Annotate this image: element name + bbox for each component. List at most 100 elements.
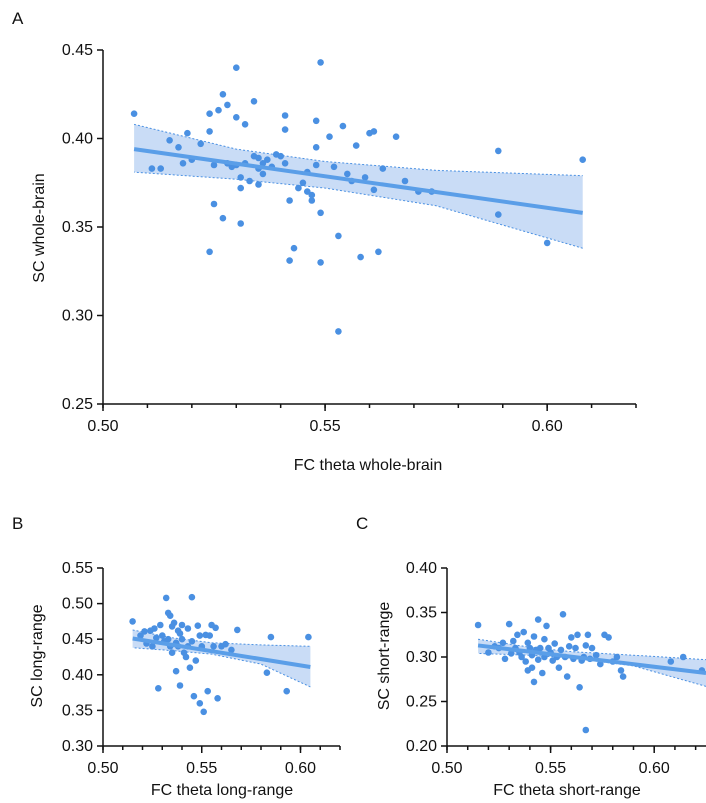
y-axis-label-c: SC short-range (376, 602, 393, 711)
data-point-a (286, 257, 293, 264)
data-point-a (241, 121, 249, 128)
y-tick-label-b: 0.35 (62, 702, 93, 719)
y-tick-label-a: 0.25 (62, 396, 93, 413)
y-tick-label-a: 0.30 (62, 308, 93, 325)
data-point-a (326, 133, 333, 140)
data-point-c (530, 678, 538, 686)
data-point-a (237, 220, 244, 227)
y-tick-label-b: 0.50 (62, 596, 93, 613)
data-point-a (219, 91, 227, 98)
data-point-b (137, 632, 144, 639)
data-point-b (149, 643, 156, 650)
data-point-a (215, 106, 222, 114)
data-point-c (541, 635, 548, 643)
ci-band-a (134, 124, 583, 249)
data-point-c (576, 684, 583, 691)
fit-line-b (132, 636, 311, 669)
y-tick-label-b: 0.45 (62, 631, 93, 648)
data-point-c (559, 611, 567, 618)
plot-area-b: 0.30 0.35 0.40 0.45 0.50 0.55 0.50 0.55 0.60 (62, 560, 341, 777)
ci-lower-b (132, 647, 311, 688)
data-point-b (162, 594, 170, 602)
data-point-c (474, 621, 482, 629)
data-point-a (210, 161, 218, 169)
data-point-a (277, 152, 285, 160)
data-point-a (392, 133, 400, 140)
data-point-c (592, 651, 600, 659)
data-point-c (557, 646, 565, 654)
data-point-b (212, 624, 219, 632)
data-point-a (175, 144, 182, 151)
y-tick-label-c: 0.35 (406, 605, 437, 622)
data-point-a (148, 165, 156, 172)
data-point-a (308, 191, 316, 199)
data-point-a (299, 179, 307, 187)
data-point-b (196, 632, 204, 639)
data-point-c (597, 660, 604, 668)
data-point-b (176, 682, 184, 689)
data-point-c (613, 653, 621, 661)
data-point-a (219, 214, 227, 222)
data-point-a (281, 112, 289, 119)
data-point-b (166, 612, 174, 619)
data-point-a (370, 186, 378, 194)
data-point-b (228, 646, 235, 654)
data-point-a (206, 248, 213, 256)
data-point-a (495, 211, 502, 218)
data-point-c (572, 644, 579, 652)
data-point-c (555, 664, 563, 671)
data-point-a (130, 110, 138, 117)
data-point-c (551, 640, 558, 647)
data-point-b (153, 634, 160, 642)
data-point-b (170, 619, 178, 627)
data-point-c (574, 631, 581, 639)
data-point-a (304, 188, 311, 195)
y-tick-label-c: 0.20 (406, 738, 437, 755)
data-point-b (186, 664, 194, 671)
data-point-c (536, 644, 544, 652)
data-point-a (179, 160, 187, 167)
y-tick-label-c: 0.25 (406, 694, 437, 711)
x-axis-label-b: FC theta long-range (151, 782, 293, 799)
y-tick-label-a: 0.40 (62, 131, 93, 148)
data-point-a (206, 128, 213, 135)
y-axis-label-b: SC long-range (29, 604, 46, 707)
data-point-c (501, 655, 509, 663)
data-point-c (565, 643, 573, 650)
data-point-c (568, 634, 575, 641)
data-point-c (518, 653, 525, 661)
data-point-c (505, 620, 513, 628)
data-point-b (222, 640, 229, 648)
x-tick-label-b: 0.60 (285, 760, 316, 777)
data-point-a (233, 114, 240, 121)
data-point-b (267, 633, 275, 641)
data-point-c (522, 658, 529, 665)
x-tick-label-a: 0.50 (87, 418, 118, 435)
data-point-c (507, 650, 515, 657)
data-point-a (579, 156, 586, 163)
data-point-c (605, 634, 612, 641)
data-point-a (157, 165, 164, 172)
data-point-b (200, 708, 207, 716)
data-point-b (263, 669, 271, 676)
data-point-b (184, 625, 192, 632)
data-point-b (164, 635, 172, 643)
data-point-b (234, 626, 241, 634)
data-point-c (530, 633, 538, 640)
data-point-b (192, 657, 200, 664)
data-point-b (157, 621, 164, 629)
data-point-c (582, 726, 590, 734)
plot-area-c: 0.20 0.25 0.30 0.35 0.40 0.50 0.55 0.60 (406, 560, 706, 777)
data-point-c (679, 653, 687, 661)
data-point-c (584, 631, 592, 639)
data-point-a (335, 328, 342, 335)
x-axis-label-a: FC theta whole-brain (294, 457, 443, 474)
data-point-a (281, 126, 289, 133)
data-point-a (375, 248, 382, 256)
data-point-a (295, 184, 302, 192)
y-tick-label-a: 0.45 (62, 42, 93, 59)
data-point-a (197, 140, 204, 148)
y-tick-label-b: 0.55 (62, 560, 93, 577)
data-point-a (259, 160, 267, 167)
